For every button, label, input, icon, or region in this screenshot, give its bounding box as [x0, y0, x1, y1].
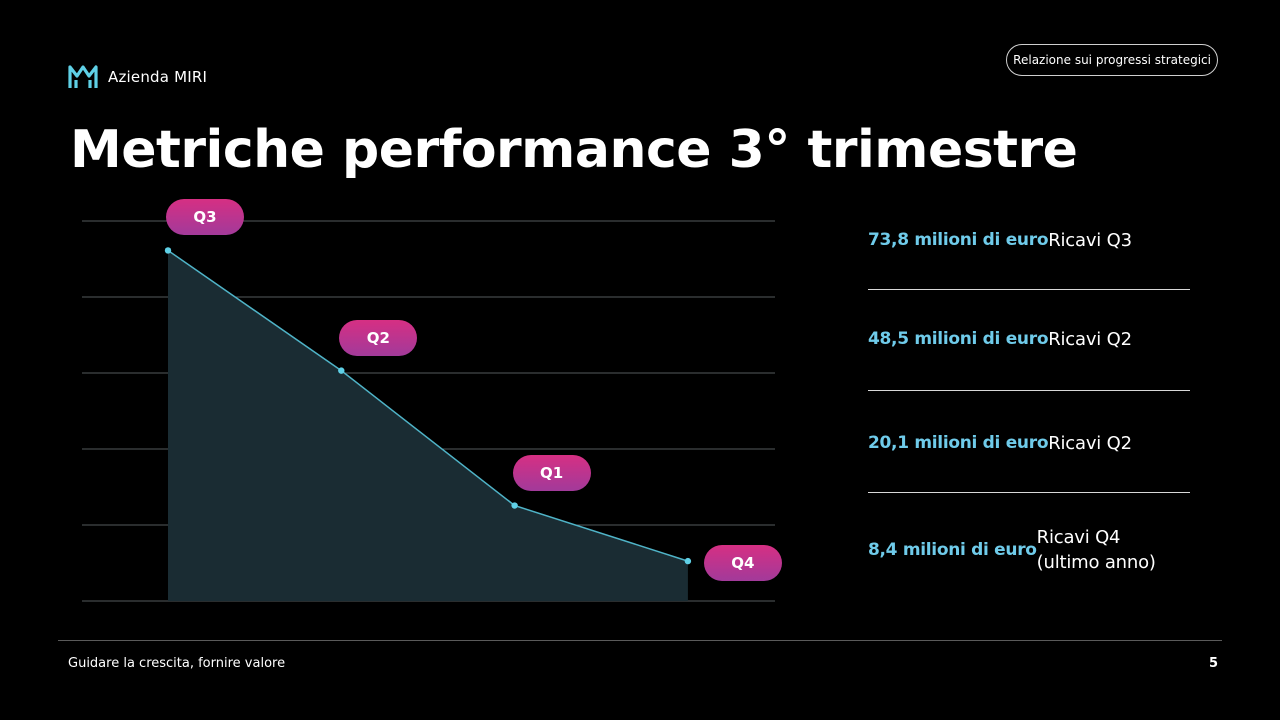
data-label: Q1 — [512, 454, 591, 491]
metric-row: 73,8 milioni di euro Ricavi Q3 — [868, 220, 1190, 260]
data-label: Q2 — [339, 319, 418, 356]
metric-divider — [868, 492, 1190, 493]
metric-row: 48,5 milioni di euro Ricavi Q2 — [868, 319, 1190, 359]
report-tag: Relazione sui progressi strategici — [1006, 44, 1218, 76]
revenue-chart-svg — [82, 220, 775, 602]
metric-row: 8,4 milioni di euro Ricavi Q4 (ultimo an… — [868, 523, 1190, 577]
data-point — [338, 367, 345, 374]
page-title: Metriche performance 3° trimestre — [70, 120, 1078, 180]
data-label: Q4 — [703, 545, 782, 582]
metric-divider — [868, 289, 1190, 290]
data-point — [164, 247, 172, 254]
metric-value: 8,4 milioni di euro — [868, 540, 1037, 560]
metric-label: Ricavi Q2 — [1048, 328, 1132, 350]
footer-divider — [58, 640, 1222, 641]
data-label: Q3 — [166, 199, 244, 236]
page-number: 5 — [1208, 656, 1218, 671]
area-fill — [168, 250, 688, 601]
metric-value: 20,1 milioni di euro — [868, 433, 1049, 453]
metric-value: 73,8 milioni di euro — [868, 230, 1049, 250]
revenue-chart: Q3 Q2 Q1 Q4 — [82, 199, 782, 602]
metric-label: Ricavi Q4 (ultimo anno) — [1036, 527, 1156, 573]
brand-logo: Azienda MIRI — [68, 64, 207, 90]
metric-label: Ricavi Q3 — [1048, 229, 1132, 251]
metric-label: Ricavi Q2 — [1048, 432, 1132, 454]
series-line — [167, 249, 689, 562]
metric-divider — [868, 390, 1190, 391]
data-point — [511, 502, 518, 509]
metric-row: 20,1 milioni di euro Ricavi Q2 — [868, 423, 1190, 463]
footer-tagline: Guidare la crescita, fornire valore — [68, 656, 286, 671]
data-point — [684, 557, 692, 565]
m-logo-icon — [68, 65, 98, 88]
brand-name: Azienda MIRI — [108, 68, 208, 86]
metric-value: 48,5 milioni di euro — [868, 329, 1049, 349]
